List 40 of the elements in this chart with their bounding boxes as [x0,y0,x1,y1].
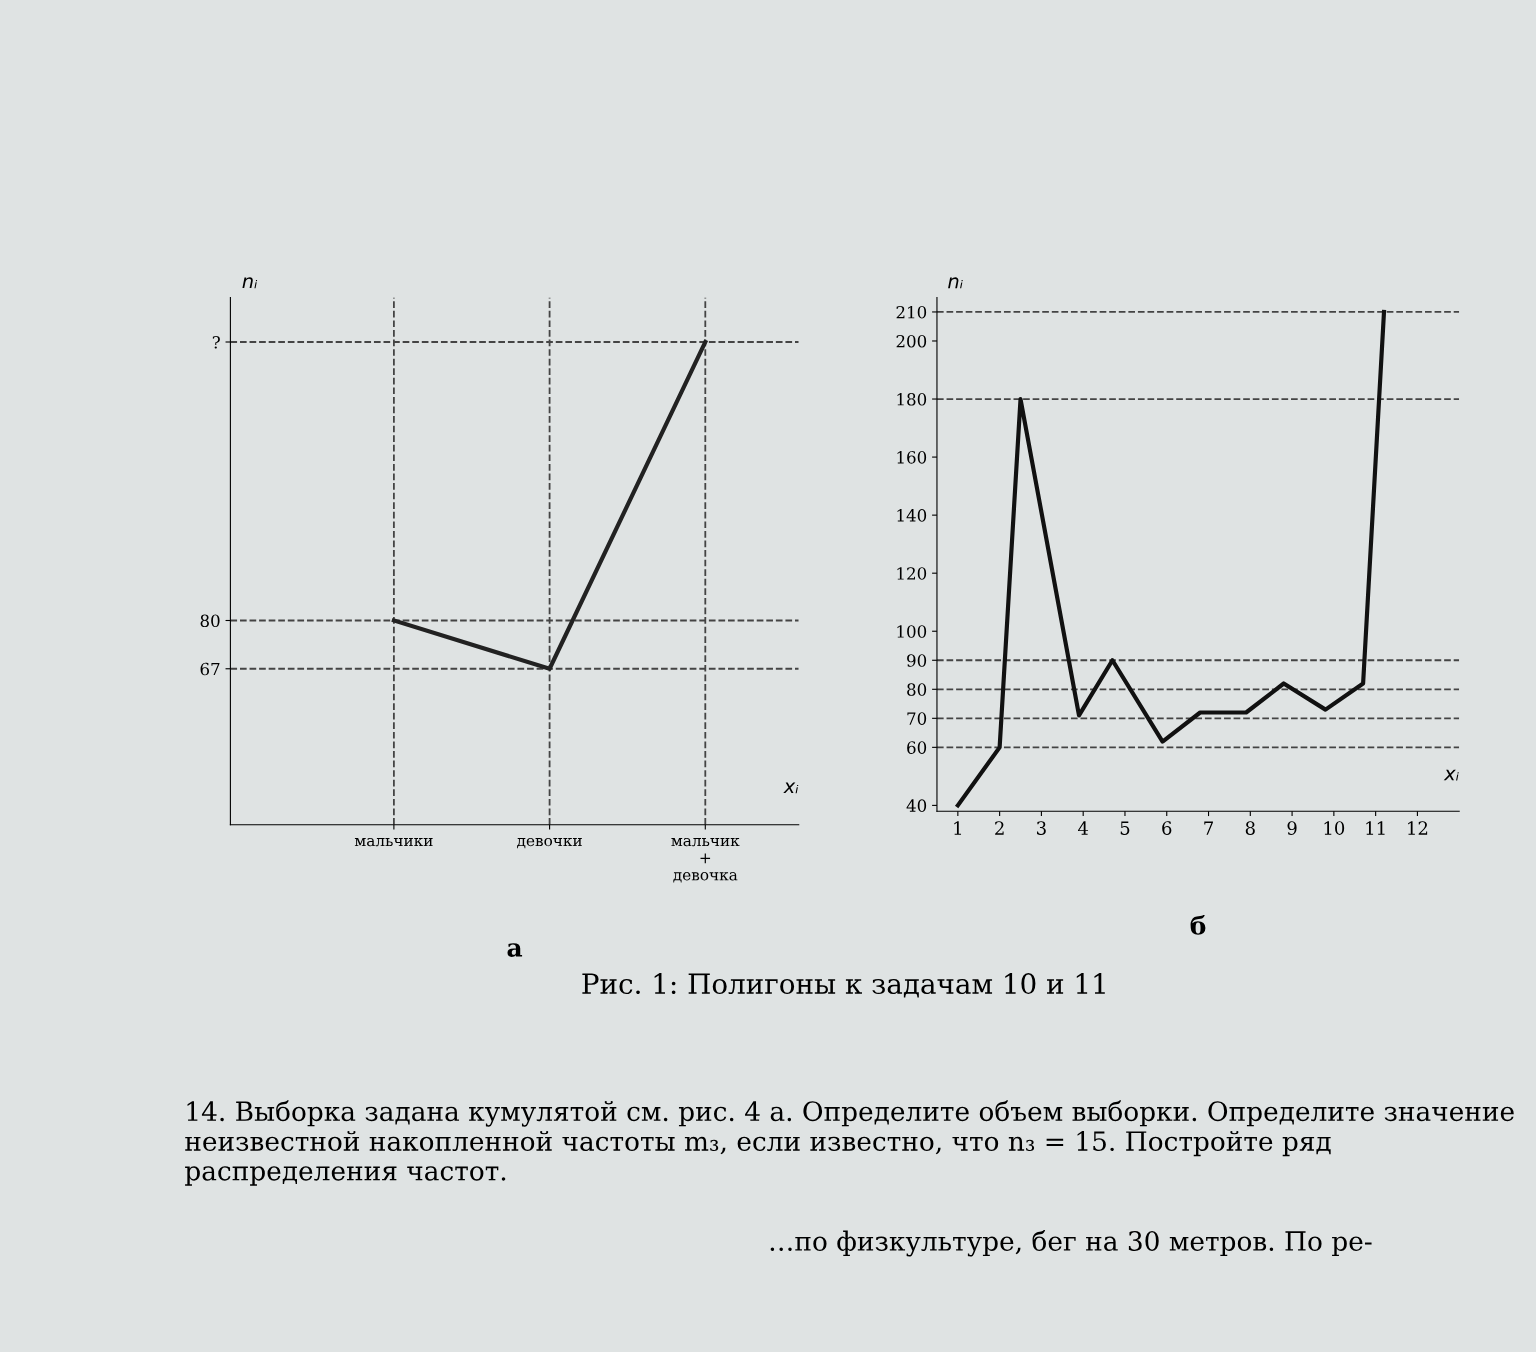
y-tick-label: ? [212,335,220,349]
x-tick-label: 3 [1037,821,1046,835]
y-tick-label: 70 [907,712,927,725]
x-tick-label: 1 [954,821,962,835]
text: 14. Выборка задана кумулятой см. рис. 4 а. Определите объем выборки. Определите значение неизвестной накопленной частоты m₃, если известно, что n₃ = 15. Постройте ряд распределения частот. [185,1100,1514,1186]
x-tick-label: 6 [1162,821,1172,835]
y-axis-title: nᵢ [948,277,963,289]
y-tick-label: 180 [897,392,927,406]
y-tick-label: 80 [200,614,220,628]
x-tick-label: 4 [1078,821,1089,835]
x-tick-label: 5 [1120,821,1130,835]
y-axis-title: nᵢ [242,277,258,289]
x-tick-label: 12 [1408,821,1428,835]
y-tick-label: 210 [896,305,927,319]
line-series [955,309,1387,808]
y-tick-label: 200 [896,334,927,348]
y-tick-label: 67 [200,662,220,676]
x-tick-label: 8 [1245,821,1255,835]
y-tick-label: 140 [897,509,927,522]
x-tick-label: девочки [517,837,582,849]
y-tick-label: 120 [897,567,927,580]
x-tick-label: 7 [1204,821,1213,835]
y-tick-label: 60 [907,741,927,754]
x-tick-label: 11 [1366,821,1385,835]
text: б [1190,915,1206,935]
y-tick-label: 40 [906,799,927,812]
text: Рис. 1: Полигоны к задачам 10 и 11 [582,973,1105,998]
x-axis-title: xᵢ [783,782,799,794]
y-tick-label: 90 [907,654,927,667]
text: а [507,943,523,957]
x-tick-label: мальчики [354,837,433,847]
x-tick-label: 2 [995,821,1004,835]
text: …по физкультуре, бег на 30 метров. По ре- [770,1230,1372,1257]
y-tick-label: 160 [897,451,927,464]
x-axis-title: xᵢ [1443,769,1459,781]
y-tick-label: 100 [897,625,927,638]
x-tick-label: 10 [1324,821,1345,835]
x-tick-label: мальчик + девочка [671,837,740,883]
x-tick-label: 9 [1287,821,1297,835]
y-tick-label: 80 [907,683,927,696]
